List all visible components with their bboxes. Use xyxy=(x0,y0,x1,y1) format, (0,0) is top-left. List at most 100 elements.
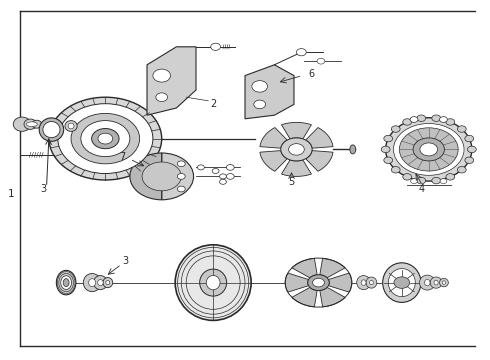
Ellipse shape xyxy=(440,278,448,287)
Text: 2: 2 xyxy=(210,99,216,109)
Circle shape xyxy=(308,275,329,291)
Circle shape xyxy=(411,179,417,184)
Ellipse shape xyxy=(434,280,438,285)
Circle shape xyxy=(211,43,220,50)
Circle shape xyxy=(220,179,226,184)
Polygon shape xyxy=(281,160,312,176)
Circle shape xyxy=(457,126,466,132)
Ellipse shape xyxy=(366,277,377,288)
Ellipse shape xyxy=(430,277,442,288)
Circle shape xyxy=(281,138,312,161)
Polygon shape xyxy=(260,127,287,148)
Ellipse shape xyxy=(175,245,251,320)
Circle shape xyxy=(252,81,268,92)
Circle shape xyxy=(313,278,324,287)
Circle shape xyxy=(432,115,441,121)
Text: 3: 3 xyxy=(122,256,128,266)
Circle shape xyxy=(142,162,181,191)
Circle shape xyxy=(98,133,113,144)
Circle shape xyxy=(212,168,219,174)
Circle shape xyxy=(446,174,455,180)
Circle shape xyxy=(381,146,390,153)
Ellipse shape xyxy=(83,274,101,292)
Circle shape xyxy=(289,144,304,155)
Ellipse shape xyxy=(43,122,60,138)
Circle shape xyxy=(177,161,185,167)
Circle shape xyxy=(177,174,185,179)
Text: 3: 3 xyxy=(40,184,47,194)
Ellipse shape xyxy=(56,270,76,295)
Ellipse shape xyxy=(383,263,421,302)
Ellipse shape xyxy=(388,269,415,297)
Circle shape xyxy=(440,117,447,122)
Polygon shape xyxy=(320,287,345,307)
Polygon shape xyxy=(292,287,317,307)
Circle shape xyxy=(384,135,392,142)
Ellipse shape xyxy=(357,275,370,290)
Circle shape xyxy=(413,138,444,161)
Text: 1: 1 xyxy=(7,189,14,199)
Ellipse shape xyxy=(98,280,103,285)
Polygon shape xyxy=(328,273,352,292)
Ellipse shape xyxy=(106,280,110,285)
Circle shape xyxy=(254,100,266,109)
Polygon shape xyxy=(292,258,317,278)
Ellipse shape xyxy=(442,281,445,284)
Wedge shape xyxy=(130,153,162,200)
Circle shape xyxy=(393,123,464,175)
Text: 4: 4 xyxy=(418,184,424,194)
Ellipse shape xyxy=(61,276,72,289)
Circle shape xyxy=(392,126,400,132)
Circle shape xyxy=(440,179,447,184)
Circle shape xyxy=(153,69,171,82)
Circle shape xyxy=(465,157,474,163)
Polygon shape xyxy=(320,258,345,278)
Circle shape xyxy=(156,93,168,102)
Ellipse shape xyxy=(424,279,430,286)
Circle shape xyxy=(296,49,306,56)
Circle shape xyxy=(394,277,410,288)
Circle shape xyxy=(220,174,226,179)
Ellipse shape xyxy=(89,279,96,287)
Circle shape xyxy=(410,117,418,122)
Circle shape xyxy=(457,167,466,173)
Ellipse shape xyxy=(24,120,40,128)
Circle shape xyxy=(58,104,153,174)
Circle shape xyxy=(446,119,455,125)
Circle shape xyxy=(417,115,426,121)
Text: 7: 7 xyxy=(120,152,125,162)
Ellipse shape xyxy=(361,280,366,285)
Ellipse shape xyxy=(63,279,69,287)
Ellipse shape xyxy=(103,278,113,288)
Circle shape xyxy=(92,129,119,149)
Ellipse shape xyxy=(369,280,373,285)
Circle shape xyxy=(226,174,234,179)
Text: 5: 5 xyxy=(289,177,294,187)
Polygon shape xyxy=(306,150,333,171)
Ellipse shape xyxy=(419,275,435,290)
Circle shape xyxy=(417,177,426,184)
Ellipse shape xyxy=(24,119,37,129)
Polygon shape xyxy=(281,122,312,139)
Text: 6: 6 xyxy=(308,69,314,79)
Ellipse shape xyxy=(39,118,64,141)
Ellipse shape xyxy=(68,123,74,129)
Circle shape xyxy=(177,186,185,192)
Polygon shape xyxy=(147,47,196,115)
Ellipse shape xyxy=(65,121,77,131)
Wedge shape xyxy=(162,153,194,200)
Ellipse shape xyxy=(94,275,107,290)
Polygon shape xyxy=(260,150,287,171)
Ellipse shape xyxy=(26,122,37,127)
Circle shape xyxy=(432,177,441,184)
Circle shape xyxy=(420,143,438,156)
Circle shape xyxy=(403,119,412,125)
Circle shape xyxy=(81,121,130,157)
Ellipse shape xyxy=(32,120,42,128)
Circle shape xyxy=(226,165,234,170)
Circle shape xyxy=(403,174,412,180)
Circle shape xyxy=(386,118,472,181)
Circle shape xyxy=(399,128,458,171)
Polygon shape xyxy=(285,273,309,292)
Ellipse shape xyxy=(350,145,356,154)
